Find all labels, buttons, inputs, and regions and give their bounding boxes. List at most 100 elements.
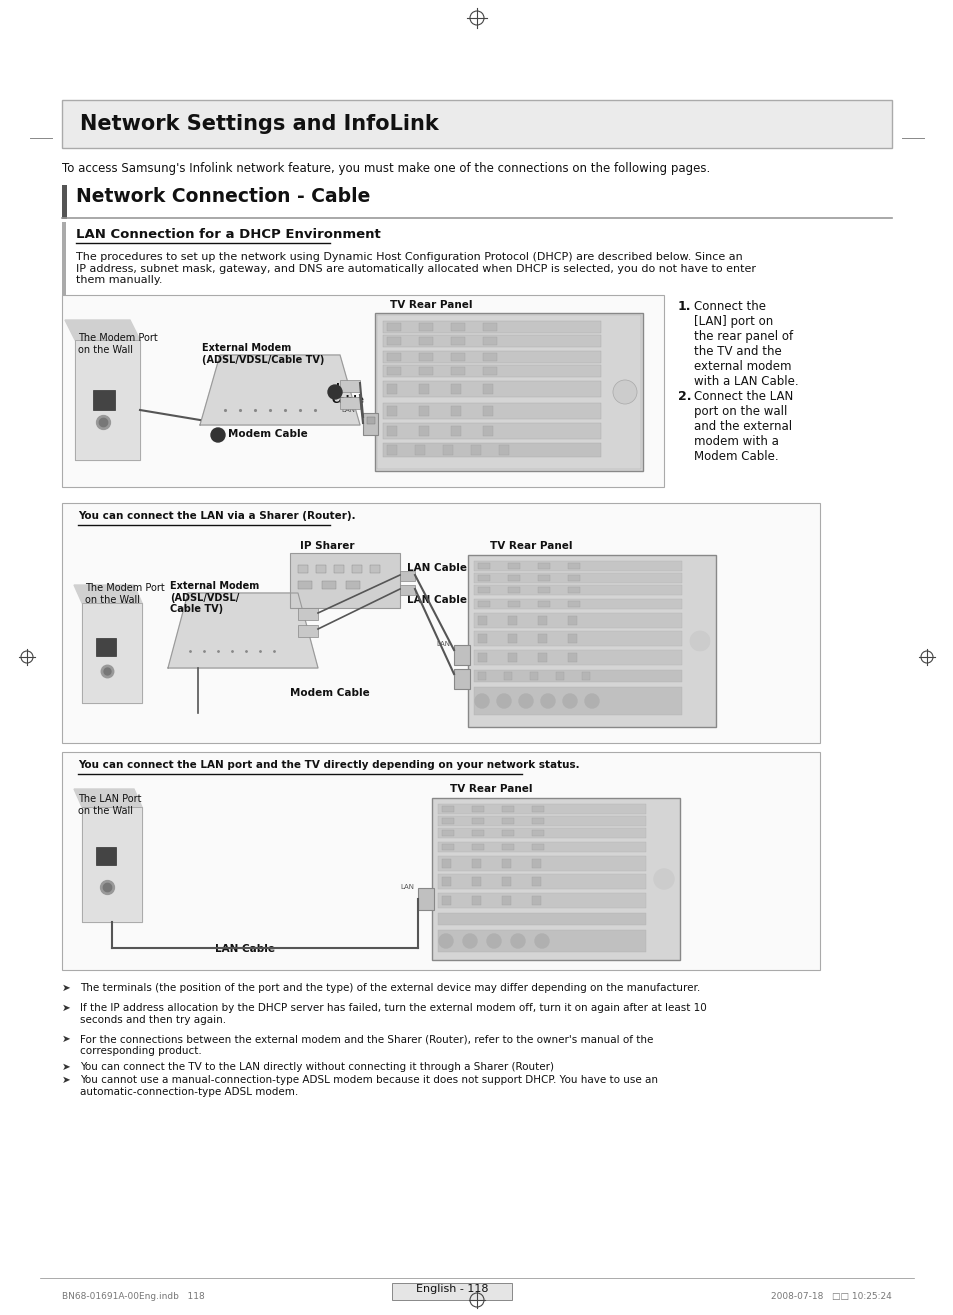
- Circle shape: [518, 694, 533, 707]
- Text: ➤: ➤: [62, 1063, 71, 1072]
- Text: You cannot use a manual-connection-type ADSL modem because it does not support D: You cannot use a manual-connection-type …: [80, 1074, 658, 1097]
- Bar: [441, 896, 451, 905]
- Bar: [472, 844, 483, 849]
- Bar: [451, 426, 460, 437]
- Bar: [376, 316, 640, 469]
- Text: The procedures to set up the network using Dynamic Host Configuration Protocol (: The procedures to set up the network usi…: [76, 252, 755, 285]
- Bar: [418, 323, 433, 331]
- Bar: [454, 644, 470, 665]
- Bar: [451, 367, 464, 375]
- Text: Modem Cable: Modem Cable: [228, 429, 308, 439]
- Bar: [290, 554, 399, 608]
- Bar: [417, 888, 434, 910]
- Bar: [370, 565, 379, 573]
- Bar: [477, 672, 485, 680]
- Text: For the connections between the external modem and the Sharer (Router), refer to: For the connections between the external…: [80, 1034, 653, 1056]
- Circle shape: [475, 694, 489, 707]
- Bar: [437, 913, 645, 924]
- Circle shape: [462, 934, 476, 948]
- Bar: [382, 381, 600, 397]
- Bar: [537, 634, 546, 643]
- Bar: [387, 444, 396, 455]
- Text: TV Rear Panel: TV Rear Panel: [490, 540, 572, 551]
- Bar: [437, 856, 645, 871]
- Bar: [297, 565, 308, 573]
- Bar: [454, 669, 470, 689]
- Bar: [437, 874, 645, 889]
- Text: External Modem
(ADSL/VDSL/Cable TV): External Modem (ADSL/VDSL/Cable TV): [202, 343, 324, 364]
- Bar: [418, 367, 433, 375]
- Bar: [418, 384, 429, 394]
- Bar: [451, 406, 460, 416]
- Bar: [387, 384, 396, 394]
- Bar: [62, 222, 66, 391]
- Text: TV Rear Panel: TV Rear Panel: [450, 784, 532, 794]
- Bar: [418, 406, 429, 416]
- Polygon shape: [200, 355, 359, 425]
- Circle shape: [511, 934, 524, 948]
- Bar: [399, 571, 415, 581]
- Bar: [474, 671, 681, 682]
- Text: LAN: LAN: [436, 640, 450, 647]
- Bar: [451, 384, 460, 394]
- Bar: [441, 818, 454, 825]
- Bar: [322, 581, 335, 589]
- Bar: [482, 384, 493, 394]
- Bar: [382, 402, 600, 419]
- Bar: [482, 367, 497, 375]
- Bar: [441, 844, 454, 849]
- Bar: [474, 573, 681, 583]
- Text: Modem Cable: Modem Cable: [290, 688, 370, 698]
- Bar: [297, 625, 317, 636]
- Text: ➤: ➤: [62, 1074, 71, 1085]
- Bar: [537, 654, 546, 661]
- Text: The Modem Port
on the Wall: The Modem Port on the Wall: [85, 583, 165, 605]
- Bar: [474, 562, 681, 571]
- Bar: [415, 444, 424, 455]
- Bar: [477, 615, 486, 625]
- Bar: [392, 1283, 512, 1301]
- Bar: [62, 752, 820, 970]
- Bar: [472, 806, 483, 811]
- Bar: [367, 417, 375, 423]
- Bar: [532, 859, 540, 868]
- Bar: [503, 672, 512, 680]
- Text: 2008-07-18   □□ 10:25:24: 2008-07-18 □□ 10:25:24: [770, 1293, 891, 1301]
- Bar: [507, 575, 519, 581]
- Bar: [387, 406, 396, 416]
- Polygon shape: [82, 604, 142, 704]
- Polygon shape: [82, 807, 142, 922]
- Bar: [418, 426, 429, 437]
- Bar: [507, 634, 517, 643]
- Bar: [441, 830, 454, 836]
- Bar: [375, 313, 642, 471]
- Bar: [474, 686, 681, 715]
- Bar: [432, 798, 679, 960]
- Bar: [339, 397, 359, 409]
- Bar: [482, 323, 497, 331]
- Bar: [537, 615, 546, 625]
- Text: LAN Connection for a DHCP Environment: LAN Connection for a DHCP Environment: [76, 227, 380, 241]
- Bar: [501, 859, 511, 868]
- Bar: [482, 352, 497, 362]
- Bar: [437, 930, 645, 952]
- Bar: [532, 844, 543, 849]
- Bar: [399, 585, 415, 594]
- Bar: [477, 575, 490, 581]
- Text: LAN Cable: LAN Cable: [407, 563, 467, 573]
- Text: LAN
Cable: LAN Cable: [331, 383, 364, 405]
- Bar: [532, 896, 540, 905]
- Bar: [501, 896, 511, 905]
- Text: LAN: LAN: [399, 884, 414, 890]
- Bar: [477, 563, 490, 569]
- Bar: [477, 654, 486, 661]
- Bar: [346, 581, 359, 589]
- Polygon shape: [75, 341, 140, 460]
- Bar: [418, 352, 433, 362]
- Bar: [567, 563, 579, 569]
- Bar: [472, 859, 480, 868]
- Bar: [501, 818, 514, 825]
- Polygon shape: [74, 789, 142, 807]
- Bar: [315, 565, 326, 573]
- Bar: [501, 844, 514, 849]
